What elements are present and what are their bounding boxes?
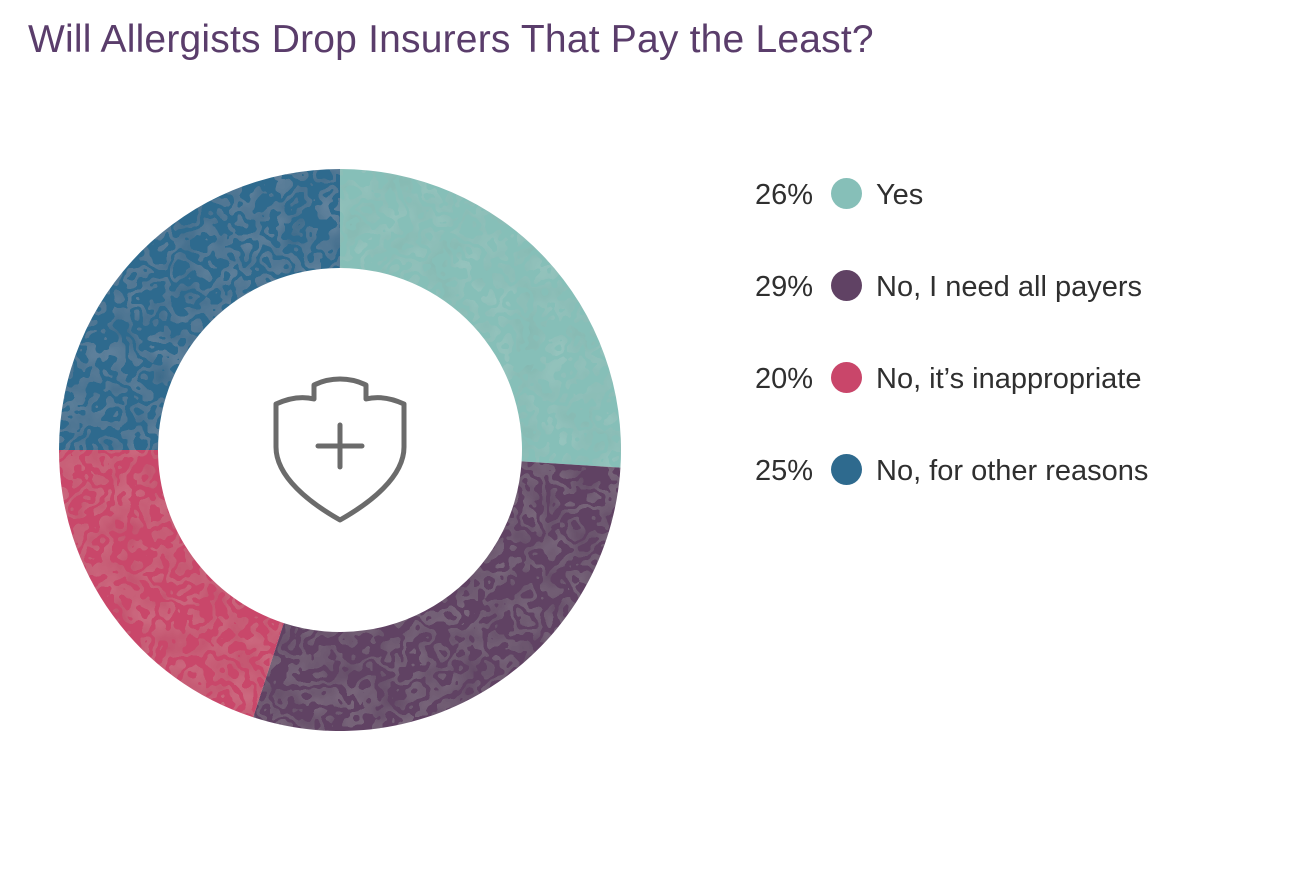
- legend-label: No, I need all payers: [876, 271, 1142, 303]
- legend-item: 25% No, for other reasons: [755, 448, 1275, 540]
- legend-percent: 20%: [755, 363, 814, 395]
- shield-plus-icon: [273, 376, 407, 523]
- donut-chart: [59, 169, 621, 731]
- legend-label: Yes: [876, 179, 924, 211]
- legend-percent: 29%: [755, 271, 814, 303]
- donut-slice-4: [59, 169, 340, 450]
- donut-slice-1: [340, 169, 621, 468]
- legend-swatch: [831, 270, 862, 301]
- chart-title: Will Allergists Drop Insurers That Pay t…: [28, 18, 874, 61]
- legend-swatch: [831, 362, 862, 393]
- legend-item: 26% Yes: [755, 172, 1275, 264]
- legend-percent: 26%: [755, 179, 814, 211]
- donut-slices: [59, 169, 621, 731]
- legend-item: 20% No, it’s inappropriate: [755, 356, 1275, 448]
- legend-label: No, it’s inappropriate: [876, 363, 1142, 395]
- donut-slice-3: [59, 450, 284, 718]
- legend-percent: 25%: [755, 455, 814, 487]
- legend-item: 29% No, I need all payers: [755, 264, 1275, 356]
- legend-label: No, for other reasons: [876, 455, 1149, 487]
- legend-swatch: [831, 178, 862, 209]
- legend-swatch: [831, 454, 862, 485]
- chart-legend: 26% Yes 29% No, I need all payers 20% No, it’…: [755, 172, 1275, 540]
- donut-slice-2: [253, 461, 621, 731]
